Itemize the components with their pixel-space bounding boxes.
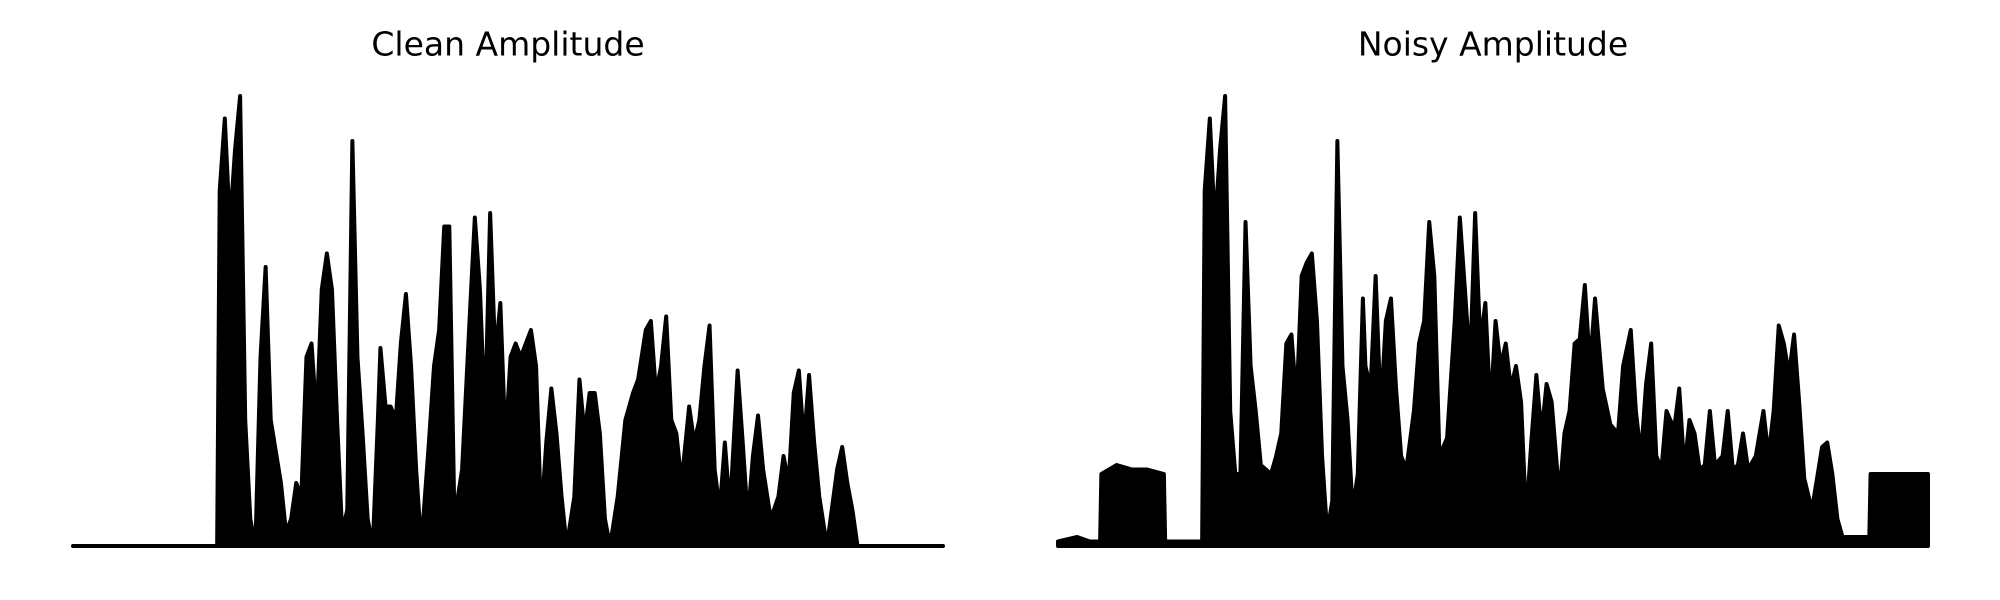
chart-title: Clean Amplitude <box>371 25 644 64</box>
chart-title: Noisy Amplitude <box>1358 25 1628 64</box>
waveform <box>1056 94 1930 548</box>
waveform <box>71 94 945 548</box>
